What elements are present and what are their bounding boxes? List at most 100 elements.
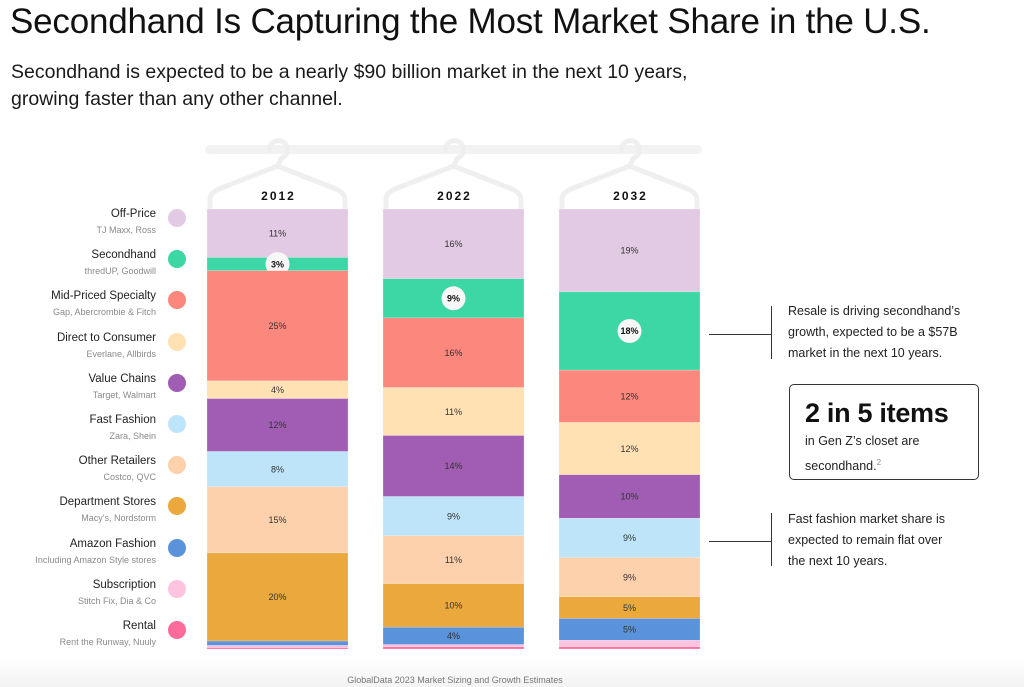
resale-annotation-line-2: growth, expected to be a $57B (788, 325, 958, 339)
legend-item-examples: thredUP, Goodwill (84, 266, 156, 277)
legend-item-name: Amazon Fashion (69, 537, 156, 550)
year-label-2022: 2022 (437, 189, 472, 203)
resale-callout-bracket (771, 306, 772, 359)
data-label-2012-department-stores: 20% (268, 592, 286, 602)
fast-fashion-annotation: Fast fashion market share is expected to… (788, 509, 988, 572)
legend-item-name: Fast Fashion (89, 414, 156, 426)
legend-swatch-icon (168, 621, 186, 639)
legend-item-department-stores: Department Stores Macy's, Nordstorm (0, 496, 186, 536)
bar-segment-2032-direct-to-consumer (558, 422, 701, 476)
data-label-2022-secondhand: 9% (447, 294, 460, 304)
fast-fashion-annotation-line-1: Fast fashion market share is (788, 512, 946, 526)
hanger-hook (618, 138, 642, 169)
fast-fashion-callout-bracket (771, 513, 772, 566)
resale-annotation-line-3: market in the next 10 years. (788, 346, 943, 360)
legend-item-examples: Stitch Fix, Dia & Co (77, 595, 156, 606)
legend-item-name: Department Stores (59, 496, 156, 509)
bar-segment-2022-fast-fashion (382, 496, 525, 537)
data-label-2022-amazon-fashion: 4% (447, 631, 460, 641)
legend-item-off-price: Off-Price TJ Maxx, Ross (0, 208, 186, 248)
legend-item-direct-to-consumer: Direct to Consumer Everlane, Allbirds (0, 332, 186, 372)
data-label-2032-other-retailers: 9% (623, 572, 636, 582)
legend-item-examples: Gap, Abercrombie & Fitch (52, 307, 156, 318)
legend-swatch-icon (168, 373, 186, 392)
highlight-badge-2012 (265, 252, 290, 277)
data-label-2022-direct-to-consumer: 11% (445, 407, 462, 417)
legend-item-examples: Including Amazon Style stores (35, 554, 156, 565)
legend-item-name: Other Retailers (78, 455, 156, 468)
hanger-icon (559, 138, 700, 209)
data-label-2032-value-chains: 10% (620, 492, 638, 502)
bar-segment-2012-mid-priced-specialty (206, 270, 349, 382)
data-label-2032-mid-priced-specialty: 12% (620, 392, 638, 402)
legend-item-examples: Target, Walmart (92, 389, 156, 400)
bar-segment-2012-fast-fashion (206, 451, 349, 488)
legend-swatch-icon (168, 456, 186, 475)
resale-annotation-line-1: Resale is driving secondhand’s (788, 304, 961, 318)
page-title: Secondhand Is Capturing the Most Market … (10, 2, 931, 41)
legend-swatch-icon (168, 497, 186, 516)
bar-segment-2022-off-price (382, 208, 525, 280)
bar-segment-2012-amazon-fashion (206, 640, 349, 646)
data-label-2012-other-retailers: 15% (268, 515, 286, 525)
data-label-2022-department-stores: 10% (444, 601, 462, 611)
stat-description: in Gen Z’s closet are secondhand.2 (805, 431, 963, 477)
hanger-shoulders (383, 163, 524, 209)
bar-segment-2012-rental (206, 647, 349, 650)
stacked-bar-chart: 2012 11% 3% 25% 4% 12% 8% 15% 20% 2022 16% 9% 16% 11%… (205, 138, 702, 650)
bar-segment-2022-rental (382, 646, 525, 650)
data-label-2012-direct-to-consumer: 4% (271, 385, 284, 395)
hanger-icon (207, 138, 348, 209)
legend-item-rental: Rental Rent the Runway, Nuuly (0, 620, 186, 660)
bar-segment-2012-value-chains (206, 398, 349, 452)
resale-callout-connector (709, 334, 772, 335)
bar-segment-2012-subscription (206, 645, 349, 648)
stat-footnote-ref[interactable]: 2 (876, 458, 882, 467)
data-label-2032-department-stores: 5% (623, 603, 636, 613)
highlight-badge-2032 (617, 318, 642, 343)
legend-item-examples: TJ Maxx, Ross (96, 225, 156, 235)
legend-item-examples: Rent the Runway, Nuuly (59, 637, 156, 647)
legend-item-name: Subscription (92, 578, 156, 591)
legend-item-examples: Costco, QVC (103, 472, 156, 483)
bar-segment-2022-value-chains (382, 435, 525, 497)
subtitle-line-1: Secondhand is expected to be a nearly $9… (11, 61, 688, 83)
hanger-hook (266, 138, 290, 169)
data-label-2022-other-retailers: 11% (445, 555, 462, 565)
legend-item-other-retailers: Other Retailers Costco, QVC (0, 455, 186, 495)
bar-segment-2022-mid-priced-specialty (382, 317, 525, 388)
data-label-2012-secondhand: 3% (271, 259, 284, 269)
legend-item-subscription: Subscription Stitch Fix, Dia & Co (0, 579, 186, 619)
legend-swatch-icon (168, 579, 186, 598)
legend-item-name: Secondhand (91, 249, 156, 262)
data-label-2032-fast-fashion: 9% (623, 533, 636, 543)
gen-z-stat-box: 2 in 5 items in Gen Z’s closet are secon… (789, 384, 979, 480)
fast-fashion-annotation-line-3: the next 10 years. (788, 554, 888, 568)
data-label-2022-value-chains: 14% (444, 461, 462, 471)
subtitle-line-2: growing faster than any other channel. (11, 88, 343, 110)
hanger-rail (205, 145, 702, 154)
stat-description-line-2: secondhand. (805, 459, 877, 474)
data-label-2032-amazon-fashion: 5% (623, 625, 636, 635)
data-label-2032-direct-to-consumer: 12% (620, 444, 638, 454)
legend-swatch-icon (168, 291, 186, 310)
legend-item-examples: Everlane, Allbirds (86, 348, 156, 359)
data-label-2032-secondhand: 18% (620, 326, 638, 336)
data-label-2012-mid-priced-specialty: 25% (268, 321, 286, 331)
legend-swatch-icon (168, 538, 186, 557)
bar-segment-2012-department-stores (206, 552, 349, 642)
legend-swatch-icon (168, 209, 186, 227)
stat-description-line-1: in Gen Z’s closet are (805, 434, 920, 448)
data-label-2022-off-price: 16% (444, 239, 462, 249)
bar-segment-2032-off-price (558, 208, 701, 293)
legend-item-secondhand: Secondhand thredUP, Goodwill (0, 249, 186, 289)
source-note: GlobalData 2023 Market Sizing and Growth… (347, 675, 563, 685)
bar-segment-2032-other-retailers (558, 557, 701, 598)
bar-segment-2012-other-retailers (206, 486, 349, 554)
stat-headline: 2 in 5 items (805, 398, 949, 428)
legend-item-name: Off-Price (110, 208, 156, 220)
data-label-2032-off-price: 19% (620, 246, 638, 256)
bar-segment-2022-other-retailers (382, 535, 525, 584)
legend-item-fast-fashion: Fast Fashion Zara, Shein (0, 414, 186, 454)
fast-fashion-callout-connector (709, 541, 772, 542)
